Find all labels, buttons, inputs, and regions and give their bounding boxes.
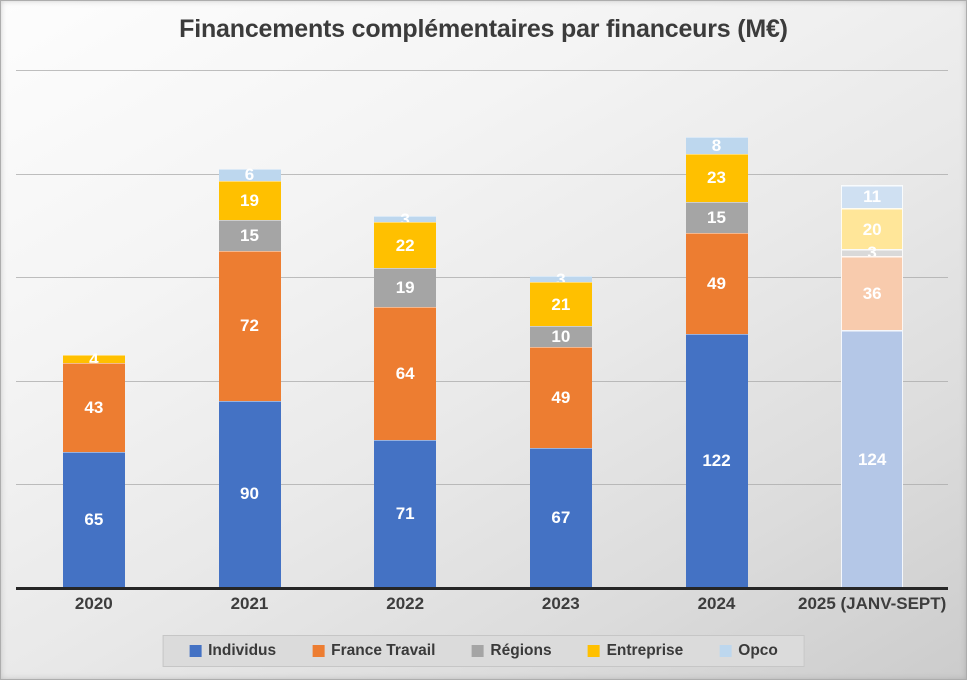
- bar-segment-2020-Individus: 65: [62, 452, 125, 587]
- gridline-50: [16, 484, 948, 486]
- bar-value-label: 3: [400, 209, 410, 229]
- x-axis-labels: 2020 2021 2022 2023 2024 2025 (JANV-SEPT): [16, 594, 948, 618]
- bar-value-label: 20: [862, 219, 882, 239]
- x-label-2021: 2021: [230, 594, 269, 613]
- bar-value-label: 65: [84, 510, 104, 530]
- bar-value-label: 3: [556, 269, 566, 289]
- bar-value-label: 122: [702, 451, 731, 471]
- gridline-100: [16, 380, 948, 382]
- x-label-2023: 2023: [541, 594, 580, 613]
- bar-segment-2023-Régions: 10: [529, 325, 592, 347]
- bar-segment-2021-Individus: 90: [218, 400, 281, 587]
- bar-value-label: 19: [395, 278, 415, 298]
- bar-value-label: 15: [707, 207, 726, 227]
- legend: Individus France Travail Régions Entreprise…: [162, 635, 805, 667]
- bar-segment-2025 (JANV-SEPT)-Individus: 124: [841, 330, 904, 587]
- bar-segment-2024-Entreprise: 23: [685, 153, 748, 202]
- bar-segment-2024-Individus: 122: [685, 334, 748, 587]
- bar-value-label: 19: [240, 191, 259, 211]
- bar-value-label: 90: [240, 484, 259, 504]
- legend-label: Régions: [490, 642, 552, 659]
- bar-segment-2023-Entreprise: 21: [529, 282, 592, 326]
- bar-column-2023: 67 49 10 21 3: [529, 271, 592, 587]
- bar-segment-2022-Individus: 71: [374, 439, 437, 587]
- legend-swatch-icon: [587, 645, 600, 657]
- bar-segment-2021-Entreprise: 19: [218, 180, 281, 221]
- legend-label: Opco: [738, 642, 778, 659]
- legend-item-Entreprise: Entreprise: [587, 642, 684, 660]
- gridline-150: [16, 277, 948, 279]
- legend-label: Entreprise: [606, 642, 684, 659]
- bar-segment-2025 (JANV-SEPT)-Opco: 11: [841, 185, 904, 208]
- bar-segment-2022-Opco: 3: [374, 211, 437, 228]
- x-label-2020: 2020: [74, 594, 113, 613]
- bar-segment-2023-France Travail: 49: [529, 346, 592, 449]
- bar-value-label: 36: [862, 283, 882, 303]
- bar-value-label: 4: [89, 349, 99, 369]
- bar-segment-2024-Opco: 8: [685, 136, 748, 156]
- bar-value-label: 49: [707, 273, 726, 293]
- bar-segment-2024-France Travail: 49: [685, 232, 748, 335]
- bar-column-2022: 71 64 19 22 3: [374, 211, 437, 587]
- bar-value-label: 49: [551, 387, 571, 407]
- legend-label: Individus: [208, 642, 277, 659]
- bar-segment-2022-France Travail: 64: [374, 307, 437, 440]
- bar-value-label: 64: [395, 364, 415, 384]
- bar-value-label: 6: [244, 165, 255, 185]
- bar-value-label: 21: [551, 294, 571, 314]
- bar-segment-2021-Opco: 6: [218, 165, 281, 185]
- chart-title: Financements complémentaires par finance…: [179, 15, 788, 43]
- x-label-2025 (JANV-SEPT): 2025 (JANV-SEPT): [797, 594, 947, 613]
- bar-segment-2021-Régions: 15: [218, 220, 281, 252]
- plot-area: 65 43 4 90 72 15 19 6 71 64 19 22 3 67 49 10 21 3 122 49 15 2…: [16, 70, 948, 590]
- x-label-2022: 2022: [386, 594, 425, 613]
- bar-segment-2025 (JANV-SEPT)-Entreprise: 20: [841, 207, 904, 250]
- bar-value-label: 15: [240, 226, 259, 246]
- bar-value-label: 67: [551, 508, 571, 528]
- x-axis-line: [16, 587, 948, 590]
- bar-column-2024: 122 49 15 23 8: [685, 136, 748, 587]
- bar-value-label: 124: [857, 449, 887, 469]
- bar-segment-2020-France Travail: 43: [62, 363, 125, 453]
- bar-segment-2024-Régions: 15: [685, 201, 748, 233]
- bar-value-label: 71: [395, 503, 415, 523]
- legend-label: France Travail: [331, 642, 436, 659]
- legend-item-France Travail: France Travail: [312, 642, 435, 660]
- bar-segment-2022-Régions: 19: [374, 267, 437, 308]
- bar-value-label: 8: [711, 136, 722, 156]
- bar-segment-2023-Opco: 3: [529, 271, 592, 288]
- bar-value-label: 11: [863, 187, 882, 207]
- legend-item-Individus: Individus: [189, 642, 276, 660]
- bar-value-label: 43: [84, 398, 104, 418]
- bar-segment-2023-Individus: 67: [529, 448, 592, 587]
- x-label-2024: 2024: [697, 594, 736, 613]
- bar-value-label: 3: [867, 243, 877, 263]
- bar-column-2020: 65 43 4: [62, 351, 125, 587]
- legend-swatch-icon: [719, 645, 732, 657]
- legend-item-Opco: Opco: [719, 642, 778, 660]
- bar-segment-2025 (JANV-SEPT)-France Travail: 36: [841, 255, 904, 331]
- bar-column-2025 (JANV-SEPT): 124 36 3 20 11: [841, 185, 904, 587]
- bar-segment-2020-Entreprise: 4: [62, 351, 125, 368]
- bar-segment-2025 (JANV-SEPT)-Régions: 3: [841, 244, 904, 261]
- bar-column-2021: 90 72 15 19 6: [218, 165, 281, 587]
- bar-value-label: 10: [551, 326, 571, 346]
- legend-swatch-icon: [471, 645, 484, 657]
- bar-value-label: 23: [707, 168, 726, 188]
- legend-swatch-icon: [312, 645, 325, 657]
- bar-segment-2022-Entreprise: 22: [374, 222, 437, 268]
- bar-value-label: 22: [395, 235, 415, 255]
- gridline-250: [16, 70, 948, 71]
- gridline-200: [16, 173, 948, 175]
- bar-segment-2021-France Travail: 72: [218, 251, 281, 401]
- bar-value-label: 72: [240, 316, 259, 336]
- legend-item-Régions: Régions: [471, 642, 552, 660]
- legend-swatch-icon: [189, 645, 202, 657]
